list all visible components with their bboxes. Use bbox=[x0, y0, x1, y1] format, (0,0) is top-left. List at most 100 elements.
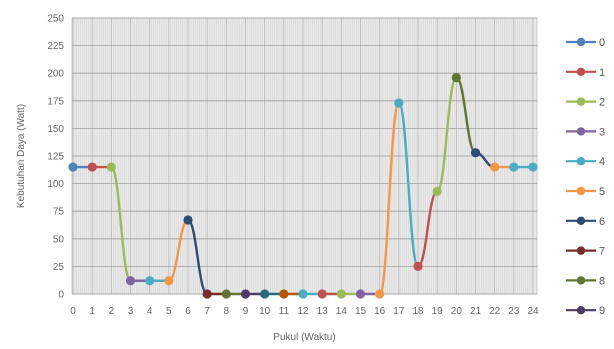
data-point-18 bbox=[413, 261, 423, 271]
x-tick-label: 21 bbox=[470, 306, 482, 317]
x-tick-label: 1 bbox=[89, 306, 95, 317]
data-point-20 bbox=[451, 73, 461, 83]
data-point-4 bbox=[145, 276, 155, 286]
legend-item-6: 6 bbox=[566, 216, 605, 228]
data-point-16 bbox=[375, 289, 385, 299]
x-tick-label: 19 bbox=[432, 306, 444, 317]
data-point-5 bbox=[164, 276, 174, 286]
data-point-22 bbox=[490, 162, 500, 172]
x-tick-label: 17 bbox=[393, 306, 405, 317]
data-point-6 bbox=[183, 215, 193, 225]
x-tick-label: 10 bbox=[259, 306, 271, 317]
legend-marker bbox=[576, 306, 586, 315]
y-tick-label: 25 bbox=[53, 262, 65, 273]
x-tick-label: 20 bbox=[451, 306, 463, 317]
x-tick-label: 8 bbox=[224, 306, 230, 317]
legend-item-0: 0 bbox=[566, 37, 605, 49]
x-tick-label: 3 bbox=[128, 306, 134, 317]
legend-label: 5 bbox=[599, 186, 605, 198]
data-point-23 bbox=[509, 162, 519, 172]
x-tick-label: 11 bbox=[279, 306, 290, 317]
series-line-2 bbox=[110, 165, 132, 282]
legend-marker bbox=[576, 127, 586, 136]
legend-label: 1 bbox=[599, 67, 605, 79]
data-point-19 bbox=[432, 186, 442, 196]
legend-item-8: 8 bbox=[566, 275, 605, 287]
legend: 0 1 2 3 4 5 6 7 8 9 bbox=[566, 37, 605, 317]
data-point-3 bbox=[125, 276, 136, 286]
legend-marker bbox=[576, 97, 586, 106]
x-tick-label: 13 bbox=[317, 306, 329, 317]
legend-item-5: 5 bbox=[566, 186, 605, 198]
legend-item-4: 4 bbox=[566, 156, 605, 168]
y-tick-label: 50 bbox=[53, 234, 65, 245]
x-tick-label: 4 bbox=[147, 306, 153, 317]
legend-marker bbox=[576, 157, 586, 166]
legend-marker bbox=[576, 216, 586, 225]
y-tick-label: 250 bbox=[47, 14, 64, 25]
x-tick-label: 0 bbox=[70, 306, 76, 317]
legend-label: 6 bbox=[599, 216, 605, 228]
x-tick-label: 12 bbox=[297, 306, 309, 317]
legend-item-9: 9 bbox=[566, 305, 605, 317]
data-point-9 bbox=[240, 289, 251, 299]
x-tick-label: 9 bbox=[243, 306, 249, 317]
y-tick-label: 125 bbox=[47, 152, 64, 163]
legend-item-3: 3 bbox=[566, 126, 605, 138]
y-tick-label: 200 bbox=[47, 69, 64, 80]
data-point-17 bbox=[394, 98, 404, 108]
legend-item-7: 7 bbox=[566, 246, 605, 258]
legend-marker bbox=[576, 67, 586, 77]
data-point-7 bbox=[202, 289, 212, 299]
x-tick-label: 14 bbox=[336, 306, 348, 317]
x-tick-label: 6 bbox=[185, 306, 191, 317]
x-tick-label: 24 bbox=[527, 306, 539, 317]
data-point-0 bbox=[68, 162, 78, 172]
x-tick-label: 2 bbox=[109, 306, 115, 317]
legend-label: 0 bbox=[599, 37, 605, 49]
y-tick-label: 225 bbox=[47, 41, 64, 52]
data-point-10 bbox=[260, 289, 270, 299]
y-tick-label: 75 bbox=[53, 207, 65, 218]
series-line-16 bbox=[378, 101, 401, 296]
legend-marker bbox=[576, 37, 586, 47]
data-point-1 bbox=[87, 162, 97, 172]
x-tick-label: 5 bbox=[166, 306, 172, 317]
legend-label: 8 bbox=[599, 275, 605, 287]
x-tick-label: 23 bbox=[508, 306, 520, 317]
data-point-15 bbox=[355, 289, 366, 299]
series-markers bbox=[68, 73, 538, 299]
x-axis-label: Pukul (Waktu) bbox=[273, 332, 335, 343]
x-tick-label: 18 bbox=[412, 306, 424, 317]
legend-marker bbox=[576, 276, 586, 285]
legend-label: 2 bbox=[599, 97, 605, 109]
legend-marker bbox=[576, 246, 586, 255]
y-tick-label: 150 bbox=[47, 124, 64, 135]
y-tick-label: 0 bbox=[58, 290, 64, 301]
data-point-2 bbox=[106, 162, 116, 172]
legend-marker bbox=[576, 186, 586, 196]
data-point-21 bbox=[470, 148, 481, 158]
series-line-19 bbox=[435, 76, 458, 193]
data-point-12 bbox=[298, 289, 308, 299]
x-tick-label: 15 bbox=[355, 306, 367, 317]
x-tick-label: 16 bbox=[374, 306, 386, 317]
legend-label: 9 bbox=[599, 305, 605, 317]
data-point-end bbox=[528, 162, 538, 172]
x-tick-label: 22 bbox=[489, 306, 501, 317]
legend-item-2: 2 bbox=[566, 97, 605, 109]
x-tick-label: 7 bbox=[204, 306, 210, 317]
legend-label: 3 bbox=[599, 126, 605, 138]
legend-label: 4 bbox=[599, 156, 605, 168]
data-point-14 bbox=[336, 289, 346, 299]
legend-item-1: 1 bbox=[566, 67, 605, 79]
legend-label: 7 bbox=[599, 246, 605, 258]
y-tick-label: 100 bbox=[47, 179, 64, 190]
data-point-11 bbox=[279, 289, 289, 299]
series-line-17 bbox=[397, 101, 420, 268]
y-tick-label: 175 bbox=[47, 96, 64, 107]
y-axis-label: Kebutuhan Daya (Watt) bbox=[16, 104, 27, 208]
data-point-8 bbox=[221, 289, 231, 299]
